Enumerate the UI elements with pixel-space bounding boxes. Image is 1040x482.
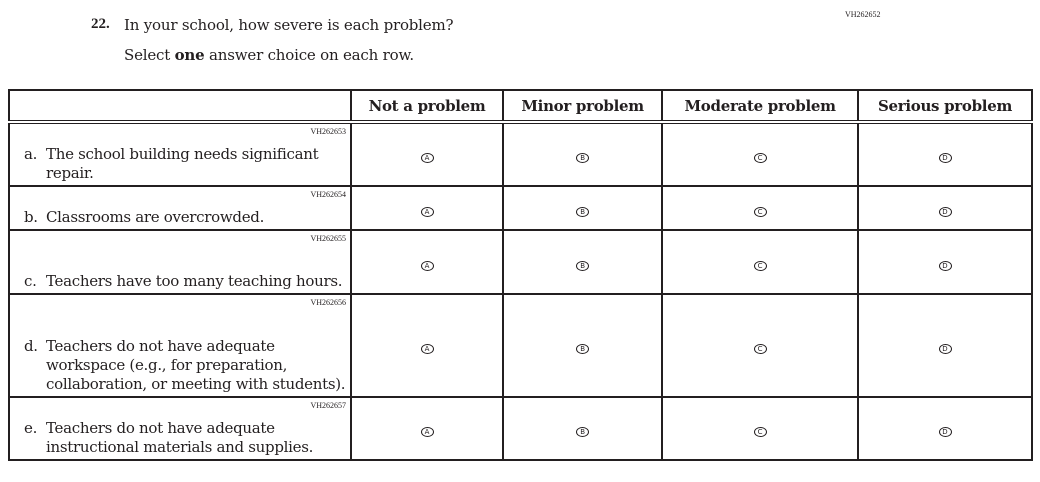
- option-cell[interactable]: D: [857, 121, 1033, 187]
- answer-bubble-a[interactable]: A: [420, 153, 434, 163]
- option-cell[interactable]: B: [502, 293, 664, 398]
- option-cell[interactable]: B: [502, 396, 664, 461]
- table-row: VH262656 d. Teachers do not have adequate …: [8, 293, 1033, 398]
- column-header: Serious problem: [857, 89, 1033, 124]
- answer-bubble-d[interactable]: D: [938, 427, 952, 437]
- answer-bubble-d[interactable]: D: [938, 344, 952, 354]
- table-row: VH262654 b. Classrooms are overcrowded. A B C…: [8, 185, 1033, 231]
- answer-bubble-c[interactable]: C: [753, 427, 767, 437]
- option-cell[interactable]: D: [857, 229, 1033, 295]
- option-cell[interactable]: A: [349, 121, 505, 187]
- option-cell[interactable]: A: [349, 396, 505, 461]
- item-cell: VH262657 e. Teachers do not have adequate …: [8, 396, 352, 461]
- item-cell: VH262655 c. Teachers have too many teachin…: [8, 229, 352, 295]
- answer-bubble-a[interactable]: A: [420, 206, 434, 217]
- item-label: c. Teachers have too many teaching hours.: [10, 272, 350, 293]
- answer-bubble-c[interactable]: C: [753, 344, 767, 354]
- item-label: a. The school building needs significant …: [10, 145, 350, 185]
- instruction-emphasis: one: [174, 46, 205, 64]
- question-instruction: Select one answer choice on each row.: [124, 46, 414, 64]
- column-header: Minor problem: [502, 89, 664, 124]
- answer-bubble-d[interactable]: D: [938, 260, 952, 271]
- item-letter: e.: [24, 419, 38, 437]
- item-cell: VH262654 b. Classrooms are overcrowded.: [8, 185, 352, 231]
- option-cell[interactable]: D: [857, 185, 1033, 231]
- item-label: b. Classrooms are overcrowded.: [10, 208, 350, 229]
- item-letter: d.: [24, 337, 38, 355]
- item-text: Teachers have too many teaching hours.: [46, 272, 343, 290]
- question-id: VH262652: [845, 10, 881, 19]
- item-cell: VH262656 d. Teachers do not have adequate …: [8, 293, 352, 398]
- option-cell[interactable]: D: [857, 396, 1033, 461]
- option-cell[interactable]: B: [502, 185, 664, 231]
- item-cell: VH262653 a. The school building needs sign…: [8, 121, 352, 187]
- answer-bubble-b[interactable]: B: [576, 344, 590, 354]
- instruction-text: answer choice on each row.: [204, 46, 414, 64]
- item-text: Classrooms are overcrowded.: [46, 208, 265, 226]
- answer-bubble-c[interactable]: C: [753, 153, 767, 163]
- header-blank: [8, 89, 352, 124]
- option-cell[interactable]: C: [661, 229, 859, 295]
- column-header: Not a problem: [349, 89, 505, 124]
- option-cell[interactable]: A: [349, 185, 505, 231]
- item-letter: b.: [24, 208, 38, 226]
- column-header: Moderate problem: [661, 89, 859, 124]
- answer-bubble-d[interactable]: D: [938, 206, 952, 217]
- answer-bubble-a[interactable]: A: [420, 260, 434, 271]
- answer-bubble-c[interactable]: C: [753, 206, 767, 217]
- answer-bubble-b[interactable]: B: [576, 260, 590, 271]
- item-code: VH262653: [310, 127, 346, 136]
- answer-bubble-a[interactable]: A: [420, 344, 434, 354]
- option-cell[interactable]: C: [661, 121, 859, 187]
- response-grid: Not a problem Minor problem Moderate pro…: [8, 89, 1033, 461]
- answer-bubble-d[interactable]: D: [938, 153, 952, 163]
- table-row: VH262657 e. Teachers do not have adequate …: [8, 396, 1033, 461]
- item-letter: a.: [24, 145, 38, 163]
- option-cell[interactable]: D: [857, 293, 1033, 398]
- option-cell[interactable]: C: [661, 185, 859, 231]
- question-text: In your school, how severe is each probl…: [124, 16, 454, 34]
- table-row: VH262653 a. The school building needs sign…: [8, 121, 1033, 187]
- item-code: VH262657: [310, 401, 346, 410]
- instruction-text: Select: [124, 46, 175, 64]
- item-text: Teachers do not have adequate workspace …: [46, 337, 346, 393]
- answer-bubble-b[interactable]: B: [576, 153, 590, 163]
- answer-bubble-b[interactable]: B: [576, 427, 590, 437]
- item-text: The school building needs significant re…: [46, 145, 319, 182]
- item-letter: c.: [24, 272, 37, 290]
- option-cell[interactable]: A: [349, 293, 505, 398]
- item-label: e. Teachers do not have adequate instruct…: [10, 419, 350, 459]
- option-cell[interactable]: C: [661, 293, 859, 398]
- answer-bubble-a[interactable]: A: [420, 427, 434, 437]
- option-cell[interactable]: B: [502, 121, 664, 187]
- option-cell[interactable]: B: [502, 229, 664, 295]
- item-code: VH262654: [310, 190, 346, 199]
- header-row: Not a problem Minor problem Moderate pro…: [8, 89, 1033, 124]
- question-number: 22.: [91, 16, 110, 32]
- option-cell[interactable]: C: [661, 396, 859, 461]
- item-text: Teachers do not have adequate instructio…: [46, 419, 314, 456]
- answer-bubble-c[interactable]: C: [753, 260, 767, 271]
- answer-bubble-b[interactable]: B: [576, 206, 590, 217]
- item-label: d. Teachers do not have adequate workspac…: [10, 337, 350, 396]
- item-code: VH262656: [310, 298, 346, 307]
- table-row: VH262655 c. Teachers have too many teachin…: [8, 229, 1033, 295]
- option-cell[interactable]: A: [349, 229, 505, 295]
- item-code: VH262655: [310, 234, 346, 243]
